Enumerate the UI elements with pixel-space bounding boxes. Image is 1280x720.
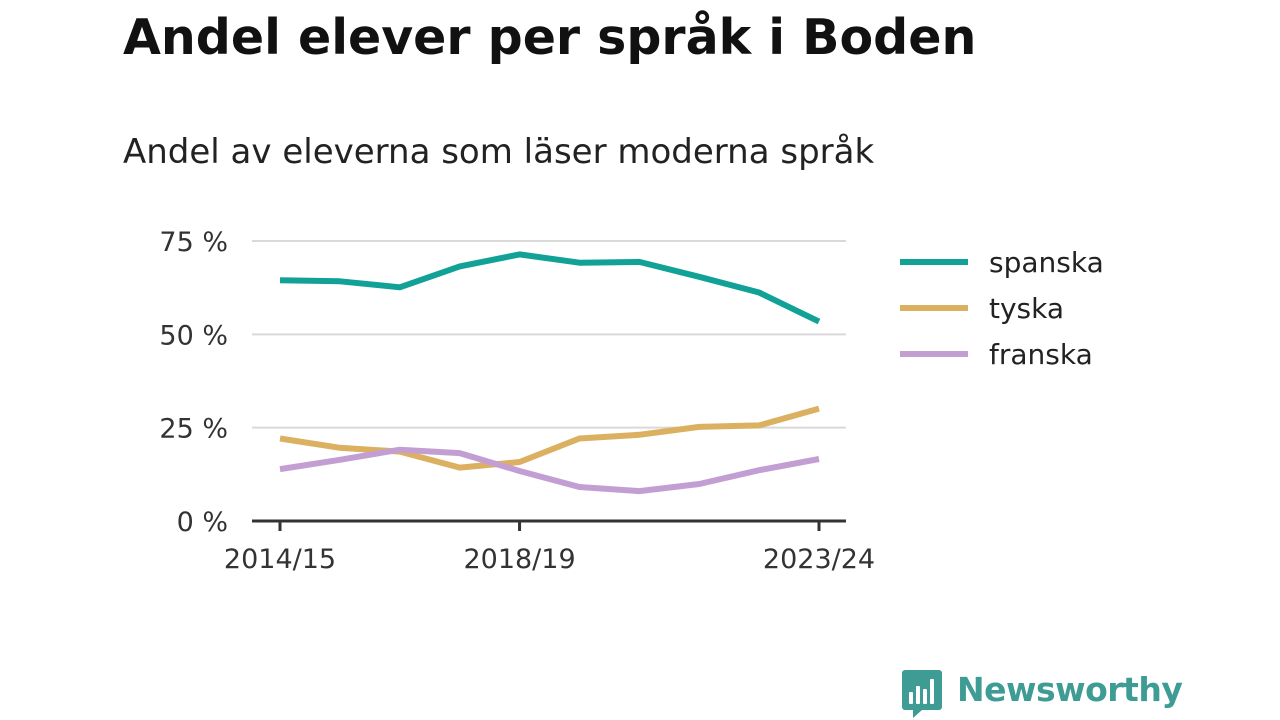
y-tick-label: 25 % [159,414,228,445]
x-tick-label: 2014/15 [224,544,336,575]
legend-item-tyska: tyska [900,292,1064,325]
newsworthy-logo: Newsworthy [902,670,1183,720]
legend-label: spanska [989,246,1104,279]
grid-lines [252,240,846,429]
bar-chart-speech-bubble-icon [902,670,942,718]
series-line-franska [279,446,820,495]
legend-item-spanska: spanska [900,246,1104,279]
legend-label: franska [989,338,1093,371]
chart-subtitle: Andel av eleverna som läser moderna språ… [123,132,875,172]
x-tick-label: 2023/24 [763,544,875,575]
y-tick-label: 0 % [177,507,228,538]
y-axis-tick-labels: 0 % 25 % 50 % 75 % [159,227,228,538]
legend: spanska tyska franska [900,246,1104,371]
x-axis [252,519,846,531]
chart-title: Andel elever per språk i Boden [123,9,977,66]
brand-name: Newsworthy [957,670,1183,709]
x-axis-tick-labels: 2014/15 2018/19 2023/24 [224,544,875,575]
y-tick-label: 50 % [159,320,228,351]
x-tick-label: 2018/19 [463,544,575,575]
legend-label: tyska [989,292,1064,325]
series-lines [279,251,821,495]
series-line-tyska [279,405,820,471]
legend-item-franska: franska [900,338,1093,371]
line-chart: 0 % 25 % 50 % 75 % 2014/15 2018/19 2023/24 sp… [159,227,1104,575]
series-line-spanska [279,251,821,325]
y-tick-label: 75 % [159,227,228,258]
